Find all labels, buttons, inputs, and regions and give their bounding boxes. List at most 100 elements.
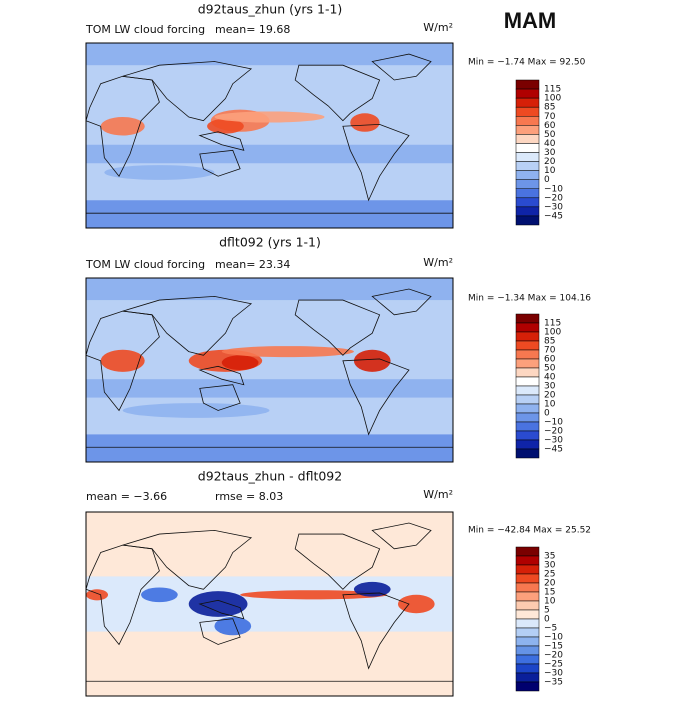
coastline [371,53,432,81]
colorbar-label: 10 [544,597,556,607]
colorbar-label: 0 [544,409,550,419]
map-field [207,118,244,134]
colorbar-box [515,197,540,208]
colorbar-box [515,555,540,566]
colorbar-box [515,385,540,396]
map-band [86,576,453,632]
map-field [221,355,259,371]
units: W/m² [423,256,453,269]
map-band [86,379,453,398]
colorbar-box [515,125,540,135]
colorbar-label: 85 [544,103,555,113]
colorbar-box [515,546,540,557]
coastline [342,123,410,202]
colorbar-box [515,636,540,647]
center-label: rmse = 8.03 [215,490,283,503]
colorbar-label: −10 [544,633,563,643]
map-field [100,349,145,372]
colorbar-label: −10 [544,418,563,428]
colorbar-label: 50 [544,130,556,140]
coastline [122,295,253,356]
map-field [104,165,215,180]
colorbar-box [515,448,540,459]
colorbar-label: 30 [544,148,556,158]
panel-title: d92taus_zhun - dflt092 [198,469,342,484]
colorbar-box [515,663,540,674]
colorbar-label: 70 [544,346,556,356]
colorbar-box [515,143,540,153]
colorbar-box [515,600,540,611]
coastline [198,131,245,151]
map-frame [85,511,454,697]
colorbar-label: −20 [544,193,563,203]
colorbar-box [515,591,540,602]
panel: d92taus_zhun - dflt092 mean = −3.66 rmse =… [85,469,591,697]
colorbar-label: −30 [544,669,563,679]
map-band [86,144,453,164]
colorbar-box [515,609,540,620]
colorbar-box [515,215,540,226]
center-label: mean= 19.68 [215,23,290,36]
colorbar-box [515,349,540,360]
map-field [122,403,270,418]
colorbar-box [515,627,540,638]
colorbar-label: 15 [544,588,555,598]
coastline [294,64,381,122]
colorbar-box [515,206,540,217]
coastline [342,358,410,436]
coastline [122,529,253,590]
map-field [86,589,109,601]
colorbar-box [515,412,540,423]
colorbar-box [515,179,540,189]
map-field [397,594,435,614]
colorbar-label: 40 [544,139,556,149]
colorbar-label: 10 [544,400,556,410]
colorbar-label: 115 [544,85,561,95]
colorbar-box [515,367,540,378]
units: W/m² [423,21,453,34]
colorbar-label: 100 [544,94,561,104]
colorbar-box [515,618,540,629]
map-band [86,43,453,66]
left-label: TOM LW cloud forcing [85,23,205,36]
colorbar-box [515,97,540,108]
colorbar-label: −45 [544,445,563,455]
colorbar-box [515,564,540,575]
left-label: mean = −3.66 [86,490,167,503]
colorbar-box [515,88,540,99]
colorbar-box [515,161,540,171]
colorbar-label: −20 [544,427,563,437]
colorbar-label: 5 [544,606,550,616]
colorbar-label: 50 [544,364,556,374]
coastline [198,599,245,620]
colorbar-box [515,313,540,324]
panel-title: dflt092 (yrs 1-1) [219,235,321,250]
coastline [294,299,381,356]
colorbar-label: −25 [544,660,563,670]
min-max: Min = −1.34 Max = 104.16 [468,294,591,304]
colorbar-label: 30 [544,382,556,392]
map-field [353,581,391,597]
colorbar-label: −30 [544,436,563,446]
colorbar-box [515,403,540,414]
coastline [199,618,241,645]
colorbar-box [515,106,540,117]
colorbar-label: 115 [544,319,561,329]
coastline [198,365,245,386]
map-field [353,349,391,372]
colorbar-box [515,681,540,692]
map-band [86,278,453,301]
colorbar-box [515,430,540,441]
colorbar-label: 30 [544,561,556,571]
map-field [350,113,380,132]
min-max: Min = −42.84 Max = 25.52 [468,526,591,536]
coastline [371,522,432,550]
map-band [86,434,453,462]
colorbar-label: 40 [544,373,556,383]
panel: d92taus_zhun (yrs 1-1) TOM LW cloud forci… [85,2,586,229]
coastline [85,544,160,646]
colorbar-label: −30 [544,202,563,212]
colorbar-label: 60 [544,121,556,131]
colorbar-label: −20 [544,651,563,661]
